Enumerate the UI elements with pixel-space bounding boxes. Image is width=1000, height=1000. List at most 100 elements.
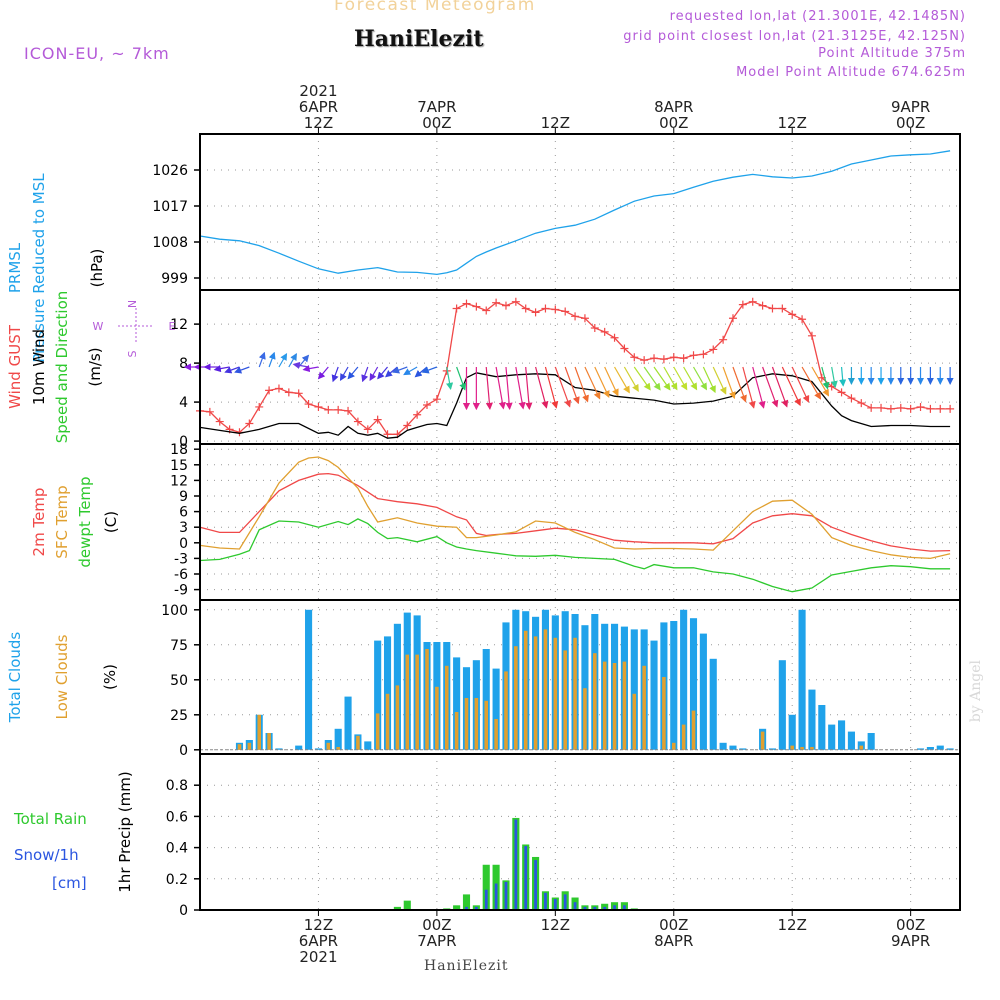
low-clouds-bar (257, 714, 261, 750)
low-clouds-bar (602, 661, 607, 750)
wind-panel: 0 4 8 12 Wind GUST 10m Wind Speed and Directio… (6, 289, 961, 450)
total-clouds-bar (650, 640, 658, 750)
total-clouds-bar (689, 618, 698, 750)
gust-marker (334, 405, 343, 414)
wind-direction-arrow (712, 366, 727, 395)
chart-title: Forecast Meteogram (334, 0, 536, 15)
gust-marker (807, 331, 816, 340)
gust-marker (541, 304, 550, 313)
gust-marker (857, 399, 866, 408)
series-line (199, 150, 951, 276)
low-clouds-bar (543, 629, 548, 750)
low-clouds-bar (632, 693, 637, 750)
low-clouds-bar (760, 731, 765, 750)
y-tick-label: 4 (179, 395, 188, 411)
low-clouds-bar (405, 654, 410, 750)
gust-marker (768, 304, 777, 313)
total-clouds-bar (946, 748, 954, 750)
snow-bar (534, 860, 537, 910)
snow-bar (613, 905, 616, 910)
total-clouds-bar (334, 728, 342, 750)
y-tick-label: 8 (179, 356, 188, 372)
series-line (199, 372, 951, 439)
wind-direction-arrow (515, 366, 526, 410)
gust-marker (798, 315, 807, 324)
gust-marker (689, 351, 698, 360)
gust-marker (610, 333, 619, 342)
y-tick-label: 0 (179, 434, 188, 450)
wind-direction-arrow (456, 366, 467, 391)
gust-marker (511, 297, 520, 306)
low-clouds-bar (859, 745, 864, 750)
total-clouds-bar (818, 705, 826, 750)
low-clouds-bar (523, 630, 528, 750)
y-tick-label: 0.2 (166, 872, 188, 888)
low-clouds-bar (691, 710, 696, 750)
y-tick-label: -3 (174, 551, 188, 567)
snow-bar (583, 906, 587, 910)
bottom-time-label: 2021 (299, 948, 337, 966)
gust-marker (580, 314, 589, 323)
precip-legend-entry: Snow/1h (14, 846, 79, 864)
gust-marker (640, 356, 649, 365)
wind-direction-arrow (564, 366, 580, 405)
wind-direction-arrow (722, 366, 736, 400)
wind-direction-arrow (331, 366, 339, 383)
total-clouds-bar (275, 748, 283, 750)
wind-direction-arrow (377, 366, 388, 380)
wind-direction-arrow (554, 366, 572, 408)
requested-coordinates: requested lon,lat (21.3001E, 42.1485N) (669, 9, 966, 24)
wind-direction-arrow (594, 366, 610, 398)
gust-marker (432, 395, 441, 404)
low-clouds-bar (494, 719, 498, 750)
low-clouds-bar (356, 735, 360, 750)
wind-direction-arrow (234, 366, 250, 374)
low-clouds-bar (583, 688, 587, 750)
y-axis-label: Total Clouds (6, 632, 24, 724)
low-clouds-bar (247, 742, 252, 750)
wind-direction-arrow (781, 366, 801, 407)
total-clouds-bar (936, 745, 944, 750)
pressure-panel: 999 1008 1017 1026 PRMSL Pressure Reduced to … (6, 133, 961, 363)
wind-direction-arrow (623, 366, 639, 392)
y-axis-label: 10m Wind (30, 329, 48, 405)
snow-bar (524, 846, 528, 910)
wind-direction-arrow (535, 366, 549, 409)
bottom-time-label: 9APR (891, 932, 930, 950)
low-clouds-bar (533, 636, 538, 750)
gust-marker (571, 312, 580, 321)
bottom-time-label: 12Z (541, 916, 570, 934)
low-clouds-bar (504, 671, 508, 750)
gust-marker (867, 403, 876, 412)
wind-direction-arrow (495, 366, 506, 410)
gust-marker (709, 345, 718, 354)
footer-station-name: HaniElezit (424, 958, 509, 974)
point-altitude: Point Altitude 375m (818, 46, 966, 61)
top-time-label: 2021 (299, 82, 337, 100)
y-axis-label: Low Clouds (53, 634, 71, 719)
y-tick-label: 0 (179, 536, 188, 552)
gust-marker (886, 404, 895, 413)
gust-marker (492, 298, 501, 307)
gust-marker (748, 297, 757, 306)
gust-marker (551, 305, 560, 314)
rain-bar (403, 900, 411, 910)
total-clouds-bar (828, 724, 836, 750)
gust-marker (778, 304, 787, 313)
total-clouds-bar (739, 748, 747, 750)
wind-direction-arrow (369, 366, 379, 382)
y-axis-label: (m/s) (86, 347, 104, 386)
gust-marker (896, 403, 905, 412)
snow-bar (603, 906, 607, 910)
wind-direction-arrow (633, 366, 651, 391)
clouds-frame (199, 599, 961, 755)
gust-marker (274, 384, 283, 393)
y-tick-label: 1017 (152, 199, 188, 215)
wind-direction-arrow (771, 366, 789, 408)
wind-direction-arrow (801, 366, 821, 400)
wind-direction-arrow (339, 366, 349, 382)
wind-direction-arrow (544, 366, 559, 409)
total-clouds-bar (492, 668, 500, 750)
